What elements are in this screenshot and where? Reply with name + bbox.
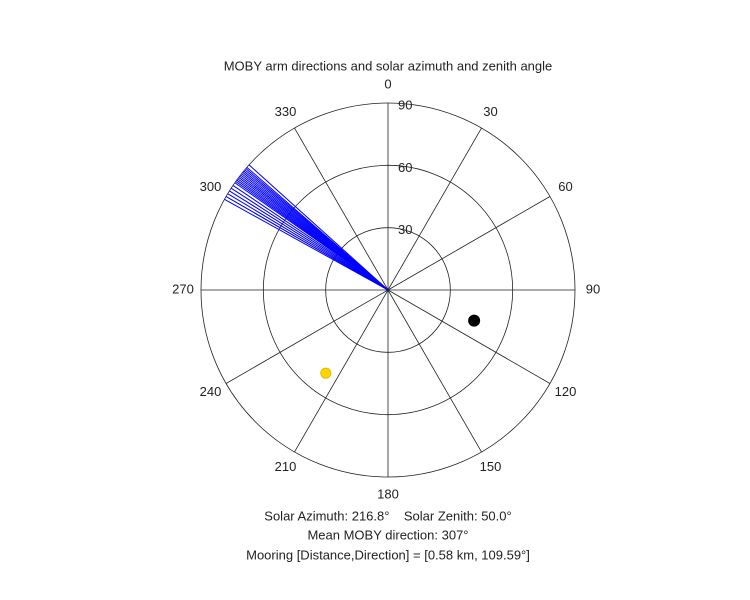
r-tick-label: 60: [398, 160, 412, 175]
theta-tick-label: 210: [275, 459, 297, 474]
grid-spoke: [294, 127, 389, 291]
grid-spoke: [294, 289, 389, 453]
mooring-marker: [468, 314, 481, 327]
annotation: Mean MOBY direction: 307°: [307, 527, 468, 542]
arm-line: [225, 196, 389, 291]
plot-marks: [224, 164, 481, 379]
theta-tick-label: 120: [555, 384, 577, 399]
tick-labels: 30 60 90 0 30 60 90 120 150 180 210 240 270 300 330: [172, 76, 600, 501]
grid-spoke: [387, 127, 482, 291]
chart-title: MOBY arm directions and solar azimuth an…: [224, 58, 553, 73]
theta-tick-label: 30: [483, 104, 497, 119]
annotation: Mooring [Distance,Direction] = [0.58 km,…: [246, 547, 530, 562]
grid-spoke: [387, 289, 551, 384]
theta-tick-label: 300: [200, 179, 222, 194]
grid-spoke: [225, 289, 389, 384]
arm-line: [229, 190, 389, 291]
theta-tick-label: 180: [377, 486, 399, 501]
theta-tick-label: 150: [480, 459, 502, 474]
theta-tick-label: 90: [586, 281, 600, 296]
theta-tick-label: 0: [384, 76, 391, 91]
theta-tick-label: 60: [558, 179, 572, 194]
annotation: Solar Azimuth: 216.8° Solar Zenith: 50.0…: [264, 508, 511, 523]
theta-tick-label: 330: [275, 104, 297, 119]
sun-marker: [320, 367, 332, 379]
arm-line: [248, 164, 389, 291]
grid-spoke: [387, 289, 482, 453]
arm-line: [224, 198, 389, 291]
arm-line: [246, 166, 389, 291]
grid-spoke: [387, 196, 551, 291]
theta-tick-label: 270: [172, 281, 194, 296]
arm-line: [232, 185, 389, 291]
r-tick-label: 90: [398, 97, 412, 112]
arm-line: [230, 187, 389, 291]
arm-line: [227, 193, 389, 291]
r-tick-label: 30: [398, 222, 412, 237]
theta-tick-label: 240: [200, 384, 222, 399]
